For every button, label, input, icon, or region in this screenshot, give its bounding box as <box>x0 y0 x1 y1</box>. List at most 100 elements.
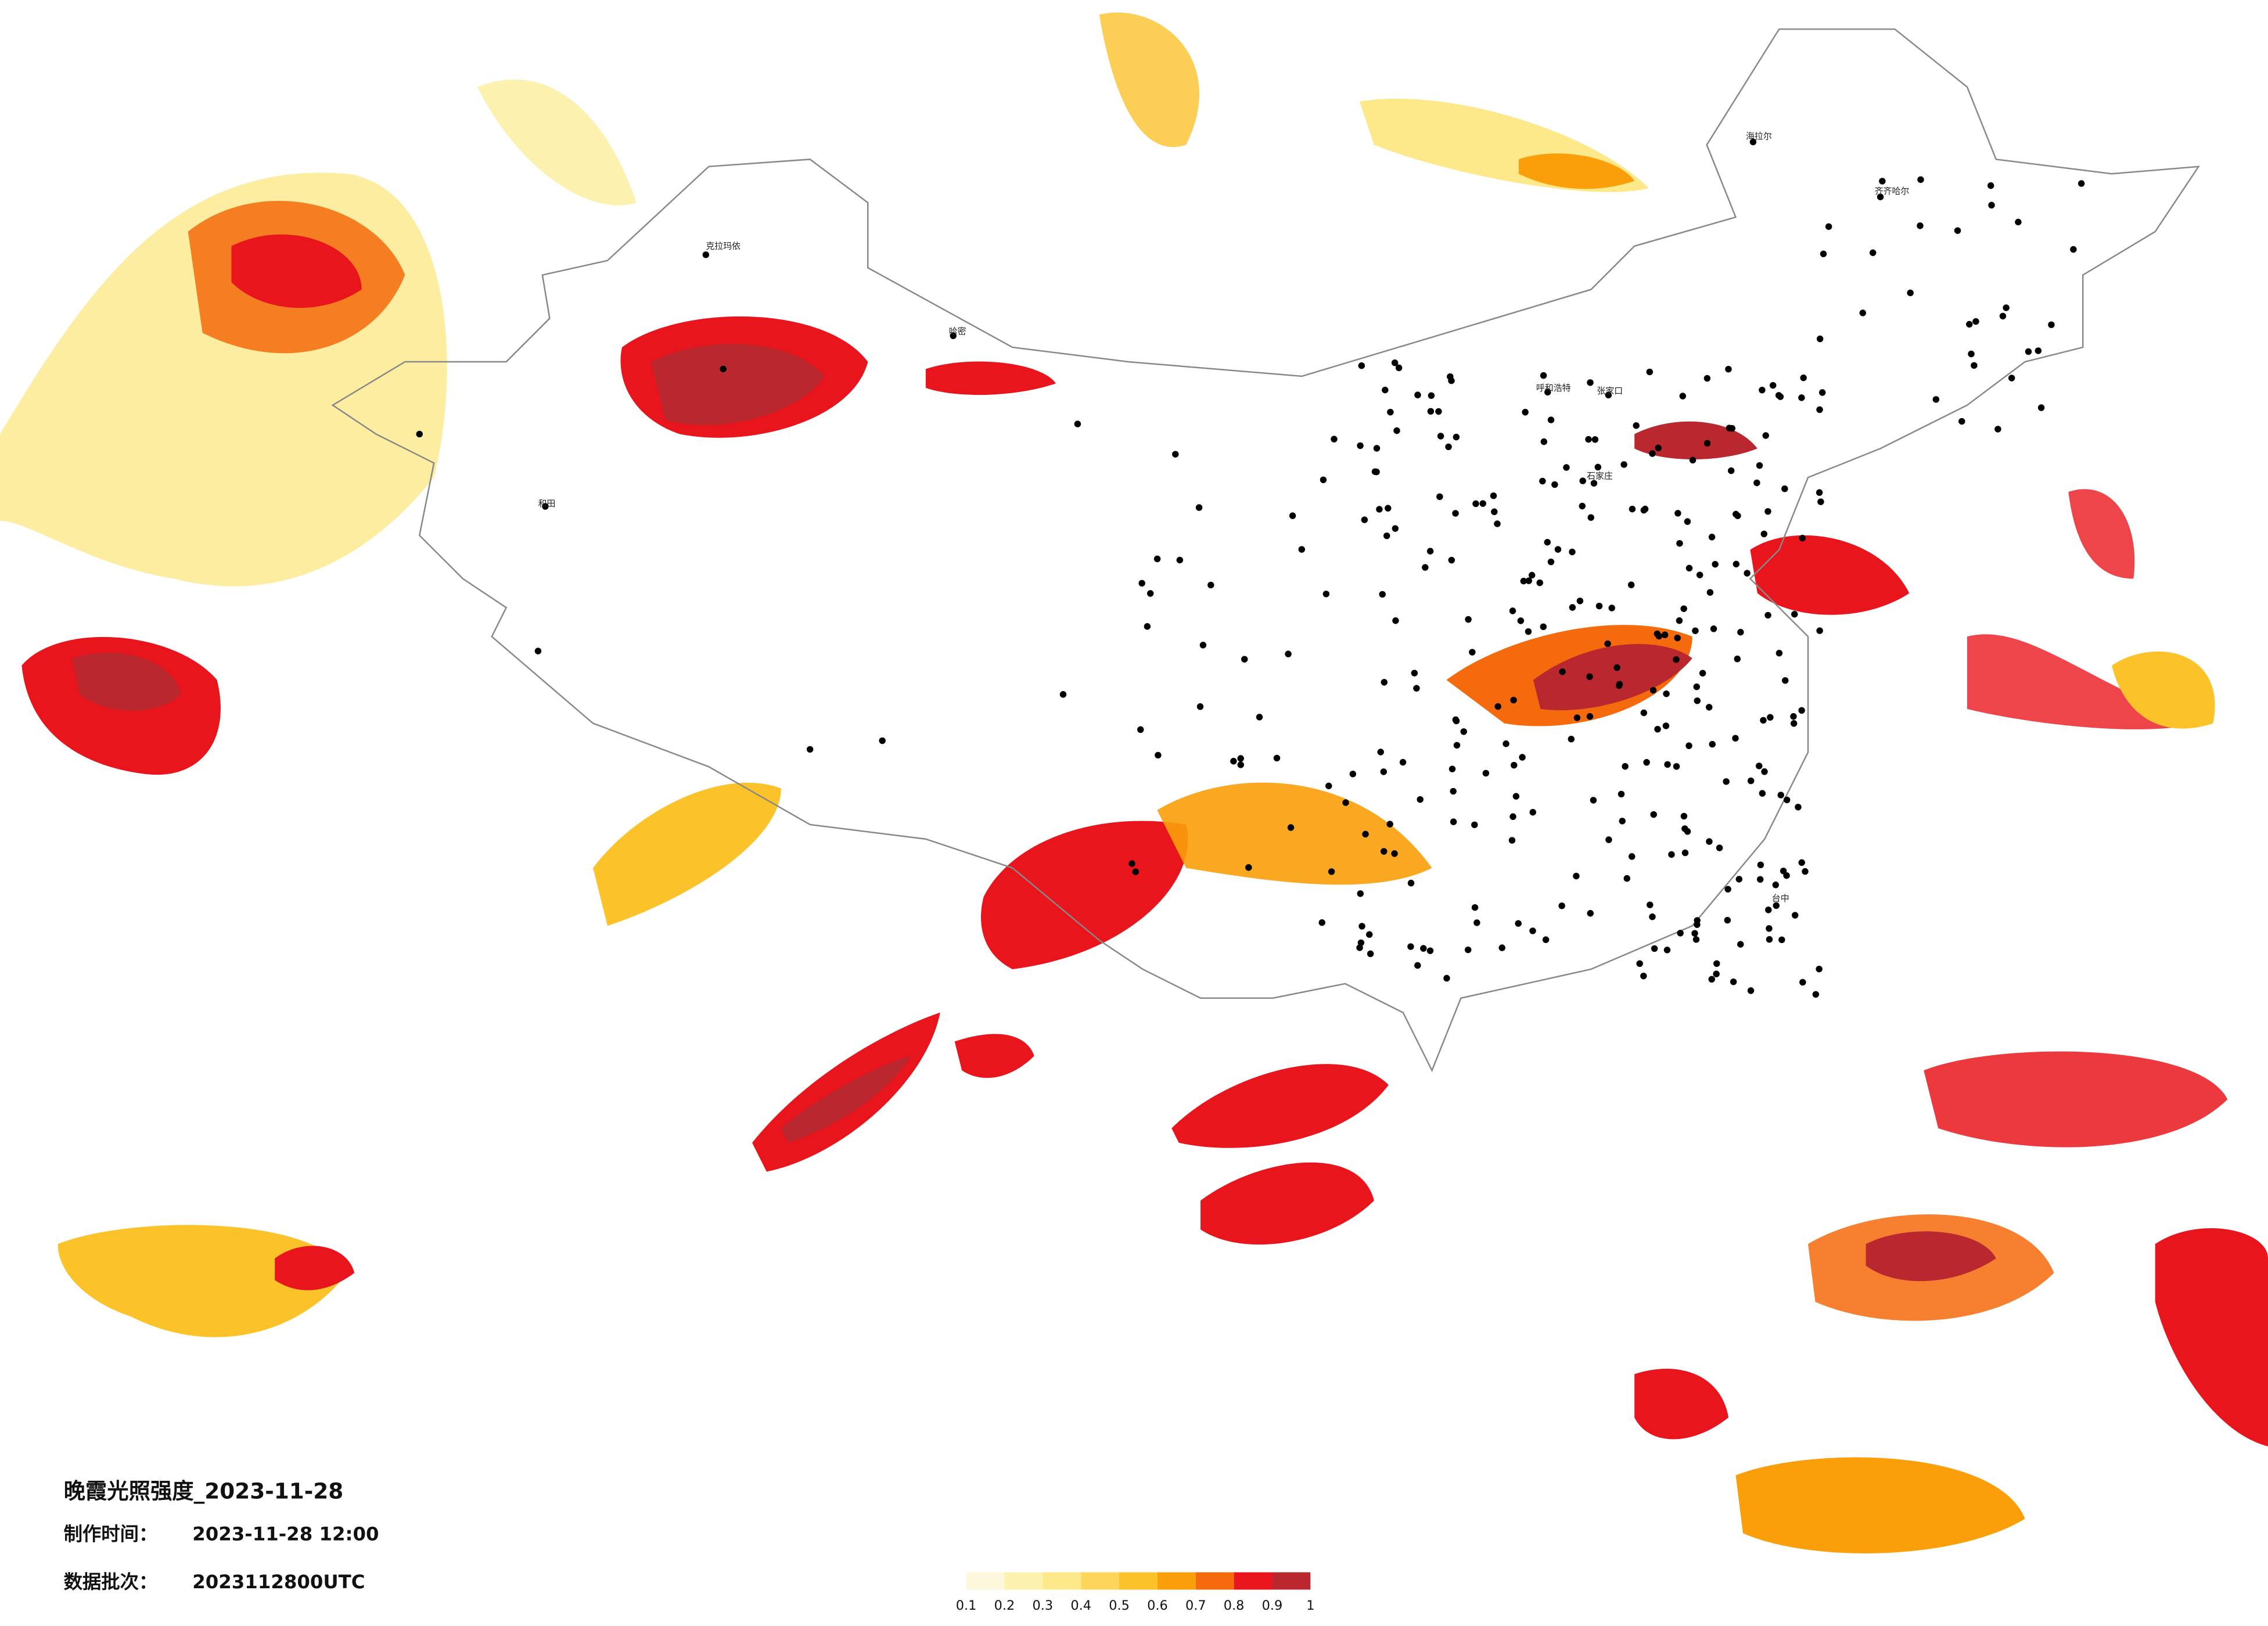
city-dot <box>1547 416 1555 423</box>
city-dot <box>1245 864 1252 871</box>
city-dot <box>1399 758 1407 766</box>
city-dot <box>1869 249 1877 256</box>
city-dot <box>1818 389 1826 396</box>
city-dot <box>1759 790 1766 797</box>
city-dot <box>1968 350 1975 358</box>
city-dot <box>1241 656 1248 663</box>
city-dot <box>1699 670 1706 677</box>
city-dot <box>1777 792 1784 798</box>
city-dot <box>1465 616 1472 623</box>
city-dot <box>1674 510 1681 517</box>
city-dot <box>1608 605 1615 611</box>
city-dot <box>2037 404 2045 411</box>
city-dot <box>1230 758 1237 765</box>
city-dot <box>1640 709 1648 717</box>
city-dot <box>1391 359 1399 366</box>
city-dot <box>1144 623 1151 630</box>
city-dot <box>1273 754 1281 762</box>
city-dot <box>1689 456 1696 464</box>
city-dot <box>1954 227 1961 234</box>
city-dot <box>1760 717 1767 724</box>
city-dot <box>1392 617 1399 624</box>
city-dot <box>1713 960 1720 967</box>
city-dot <box>1587 514 1594 521</box>
made-label: 制作时间： <box>64 1523 158 1545</box>
city-dot <box>1367 950 1374 958</box>
city-dot <box>1579 477 1586 484</box>
city-dot <box>1573 872 1580 880</box>
city-dot <box>1420 945 1427 952</box>
city-dot <box>1816 965 1823 973</box>
city-dot <box>1723 778 1730 785</box>
city-dot <box>1285 650 1292 657</box>
city-dot <box>1664 761 1671 768</box>
city-label: 台中 <box>1772 893 1789 904</box>
city-dot <box>1643 759 1650 766</box>
city-dot <box>1730 978 1737 985</box>
city-dot <box>1074 420 1081 427</box>
city-dot <box>1287 824 1295 831</box>
city-dot <box>1479 500 1486 507</box>
city-dot <box>1724 886 1731 893</box>
city-dot <box>1799 534 1806 542</box>
city-dot <box>1747 987 1755 994</box>
city-dot <box>1325 782 1332 790</box>
country-outline <box>331 28 2200 1073</box>
city-dot <box>1706 838 1713 845</box>
city-dot <box>1623 875 1631 882</box>
city-dot <box>1590 480 1598 487</box>
city-dot <box>1155 751 1162 759</box>
batch-label: 数据批次： <box>64 1571 158 1593</box>
city-dot <box>1138 580 1145 587</box>
city-dot <box>1641 505 1649 513</box>
city-dot <box>1362 830 1369 838</box>
city-dot <box>1708 976 1715 983</box>
colorbar-tick-label: 0.7 <box>1185 1598 1206 1613</box>
city-dot <box>1816 406 1823 413</box>
city-dot <box>1407 879 1415 887</box>
city-dot <box>1613 664 1620 671</box>
colorbar-tick-label: 1 <box>1306 1598 1314 1613</box>
city-dot <box>1879 178 1886 185</box>
city-label: 哈密 <box>949 326 966 337</box>
colorbar-bin <box>1195 1572 1234 1590</box>
city-dot <box>1568 735 1575 743</box>
city-dot <box>1907 289 1914 297</box>
city-dot <box>1668 851 1675 858</box>
city-dot <box>2003 304 2010 311</box>
colorbar-bin <box>1272 1572 1311 1590</box>
city-dot <box>1472 500 1479 508</box>
city-dot <box>1734 655 1741 663</box>
city-dot <box>1778 936 1785 944</box>
city-dot <box>1622 763 1629 770</box>
city-dot <box>1594 463 1602 471</box>
city-dot <box>1649 686 1657 694</box>
city-dot <box>2048 321 2055 328</box>
city-dot <box>1650 811 1657 818</box>
city-dot <box>1766 925 1773 932</box>
city-dot <box>1482 769 1490 777</box>
city-dot <box>2008 375 2015 382</box>
city-dot <box>1798 707 1805 714</box>
colorbar-bin <box>1157 1572 1196 1590</box>
city-dot <box>1708 534 1716 541</box>
city-dot <box>1448 556 1455 564</box>
city-dot <box>1932 396 1940 403</box>
city-dot <box>1595 602 1603 610</box>
colorbar-tick-label: 0.8 <box>1224 1598 1245 1613</box>
city-dot <box>1437 433 1444 440</box>
city-dot <box>1391 850 1398 857</box>
city-dot <box>1647 901 1654 908</box>
city-dot <box>1710 625 1717 632</box>
city-dot <box>1386 821 1393 828</box>
city-dot <box>1994 426 2001 433</box>
city-dot <box>1331 436 1338 443</box>
city-dot <box>1385 505 1392 512</box>
city-dot <box>1498 944 1505 951</box>
city-dot <box>1460 728 1467 735</box>
city-dot <box>1146 590 1154 597</box>
city-dot <box>1357 890 1364 897</box>
city-dot <box>1373 468 1380 476</box>
city-dot <box>1674 634 1681 642</box>
